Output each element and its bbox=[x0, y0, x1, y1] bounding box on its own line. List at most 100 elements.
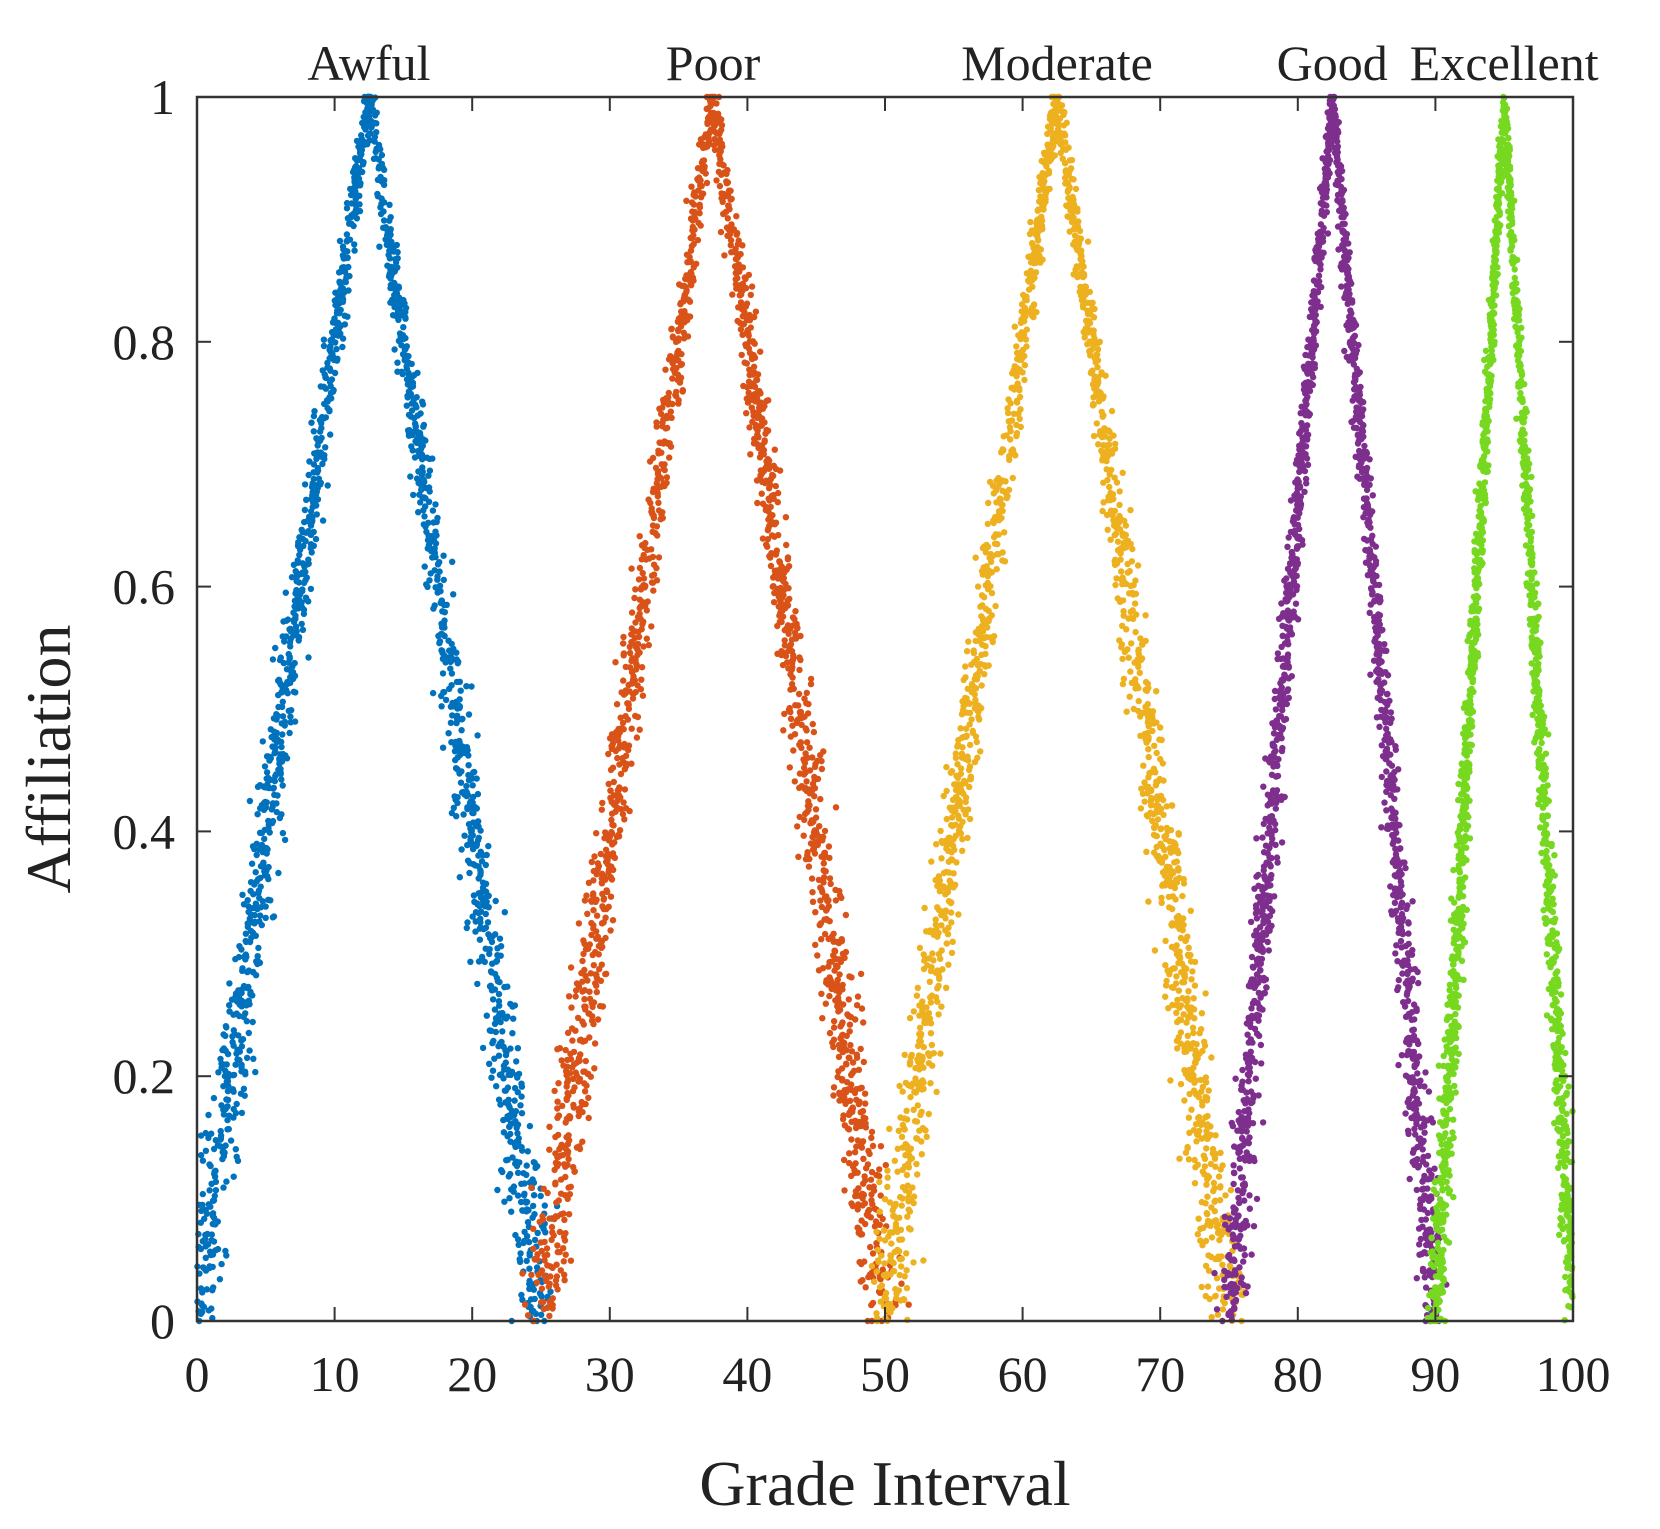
data-point bbox=[546, 1215, 553, 1222]
data-point bbox=[337, 323, 344, 330]
data-point bbox=[538, 1311, 545, 1319]
data-point bbox=[238, 1109, 246, 1117]
data-point bbox=[581, 1068, 588, 1075]
data-point bbox=[293, 578, 300, 585]
data-point bbox=[518, 1093, 525, 1100]
data-point bbox=[425, 472, 432, 479]
data-point bbox=[1191, 982, 1199, 989]
data-point bbox=[440, 576, 447, 584]
data-point bbox=[596, 965, 603, 973]
data-point bbox=[482, 910, 489, 918]
data-point bbox=[275, 869, 282, 877]
data-point bbox=[842, 1097, 849, 1105]
data-point bbox=[1008, 417, 1016, 424]
data-point bbox=[210, 1284, 217, 1291]
data-point bbox=[919, 1077, 926, 1084]
data-point bbox=[1141, 798, 1148, 805]
data-point bbox=[219, 1144, 227, 1152]
data-point bbox=[645, 496, 652, 503]
data-point bbox=[687, 247, 695, 254]
data-point bbox=[423, 454, 431, 461]
data-point bbox=[874, 1246, 881, 1254]
data-point bbox=[562, 1230, 569, 1237]
data-point bbox=[310, 428, 317, 435]
data-point bbox=[230, 1027, 237, 1034]
data-point bbox=[210, 1094, 218, 1102]
data-point bbox=[486, 1027, 493, 1034]
data-point bbox=[983, 633, 990, 641]
data-point bbox=[688, 183, 695, 190]
data-point bbox=[990, 519, 997, 527]
data-point bbox=[612, 659, 619, 666]
data-point bbox=[413, 394, 420, 401]
data-point bbox=[963, 648, 971, 655]
data-point bbox=[781, 642, 789, 649]
data-point bbox=[210, 1214, 218, 1222]
data-point bbox=[682, 283, 689, 291]
data-point bbox=[964, 834, 971, 842]
data-point bbox=[860, 1019, 867, 1026]
data-point bbox=[928, 1041, 936, 1049]
data-point bbox=[738, 351, 745, 359]
data-point bbox=[434, 576, 441, 583]
data-point bbox=[277, 755, 284, 762]
data-point bbox=[621, 816, 628, 823]
data-point bbox=[245, 1029, 252, 1037]
data-point bbox=[556, 1228, 564, 1236]
data-point bbox=[256, 805, 264, 812]
data-point bbox=[1002, 478, 1009, 485]
data-point bbox=[582, 1100, 589, 1108]
data-point bbox=[504, 1066, 512, 1073]
data-point bbox=[402, 334, 409, 342]
data-point bbox=[511, 1111, 518, 1119]
data-point bbox=[1173, 1037, 1181, 1045]
data-point bbox=[581, 940, 588, 947]
data-point bbox=[825, 843, 833, 850]
data-point bbox=[334, 329, 342, 337]
data-point bbox=[350, 222, 357, 230]
data-point bbox=[205, 1111, 212, 1119]
data-point bbox=[205, 1134, 212, 1142]
data-point bbox=[1020, 318, 1028, 325]
data-point bbox=[286, 729, 293, 737]
data-point bbox=[429, 689, 437, 697]
data-point bbox=[572, 1069, 579, 1076]
data-point bbox=[521, 1180, 528, 1187]
data-point bbox=[247, 879, 255, 886]
data-point bbox=[748, 283, 756, 290]
data-point bbox=[1208, 1204, 1215, 1211]
data-point bbox=[1158, 736, 1165, 744]
data-point bbox=[903, 1107, 910, 1115]
data-point bbox=[243, 1054, 251, 1062]
data-point bbox=[270, 913, 278, 920]
data-point bbox=[1181, 1044, 1188, 1052]
data-point bbox=[322, 414, 330, 421]
data-point bbox=[917, 1111, 924, 1119]
data-point bbox=[202, 1206, 209, 1214]
data-point bbox=[646, 555, 653, 562]
data-point bbox=[857, 970, 865, 978]
data-point bbox=[803, 787, 810, 794]
data-point bbox=[590, 890, 597, 897]
data-point bbox=[324, 482, 331, 489]
data-point bbox=[489, 996, 497, 1003]
data-point bbox=[1108, 407, 1116, 415]
data-point bbox=[494, 945, 501, 952]
data-point bbox=[238, 1043, 246, 1050]
data-point bbox=[568, 1025, 576, 1032]
data-point bbox=[860, 1058, 867, 1066]
data-point bbox=[954, 761, 961, 768]
data-point bbox=[266, 829, 273, 836]
data-point bbox=[220, 1184, 227, 1191]
data-point bbox=[498, 1167, 505, 1174]
data-point bbox=[197, 1152, 205, 1159]
data-point bbox=[576, 1143, 583, 1150]
data-point bbox=[661, 461, 668, 468]
data-point bbox=[583, 1082, 590, 1089]
data-point bbox=[495, 1043, 502, 1050]
data-point bbox=[247, 991, 254, 998]
data-point bbox=[563, 1096, 570, 1104]
data-point bbox=[780, 727, 787, 734]
data-point bbox=[1151, 947, 1159, 954]
data-point bbox=[776, 612, 783, 619]
